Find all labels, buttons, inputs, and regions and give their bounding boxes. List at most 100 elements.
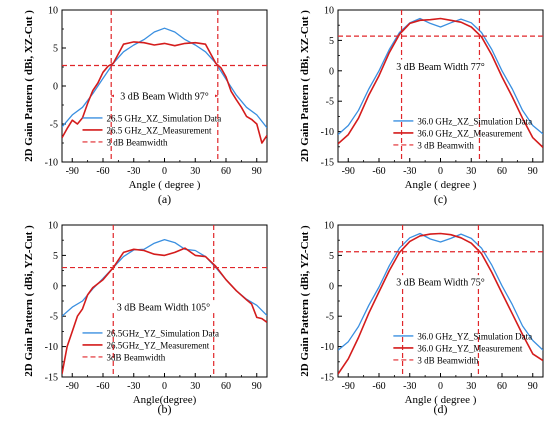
- chart-panel-4: -90 -60 -30 0 30 60 90 -15 -10 -5 0 5 10 Angle ( degr…: [299, 221, 544, 416]
- x-tick-label: 60: [221, 166, 231, 177]
- legend-label: 36.0 GHz_YZ_Simulation Data: [417, 331, 532, 341]
- y-tick-label: 0: [53, 82, 58, 93]
- y-tick-label: -5: [50, 120, 58, 131]
- y-axis-label: 2D Gain Pattern ( dBi, YZ-Cut ): [299, 225, 311, 377]
- simulation-line: [338, 17, 543, 136]
- y-tick-label: 10: [48, 6, 58, 17]
- x-tick-label: 60: [221, 381, 231, 392]
- plot-frame: [337, 9, 544, 163]
- y-tick-label: 5: [329, 251, 334, 262]
- x-tick-label: 90: [528, 166, 538, 177]
- y-tick-label: 10: [324, 6, 334, 17]
- x-tick-label: 30: [466, 381, 476, 392]
- plot-frame: [337, 224, 544, 378]
- measurement-line: [62, 247, 267, 375]
- series-group: [62, 10, 267, 162]
- x-tick-label: -90: [66, 381, 79, 392]
- x-tick-label: 90: [528, 381, 538, 392]
- panel-label: (b): [158, 402, 172, 416]
- x-tick-label: 90: [252, 381, 262, 392]
- beamwidth-annotation: 3 dB Beam Width 105°: [117, 303, 210, 314]
- x-tick-label: 0: [162, 381, 167, 392]
- y-tick-label: -5: [326, 97, 334, 108]
- y-tick-label: 5: [53, 251, 58, 262]
- y-tick-label: -15: [321, 158, 334, 169]
- x-tick-label: 30: [466, 166, 476, 177]
- series-group: [338, 225, 543, 377]
- y-tick-label: 0: [329, 66, 334, 77]
- y-tick-label: -10: [321, 342, 334, 353]
- y-tick-label: -15: [321, 373, 334, 384]
- x-tick-label: 30: [190, 166, 200, 177]
- y-tick-label: 5: [329, 36, 334, 47]
- y-tick-label: -5: [50, 312, 58, 323]
- simulation-line: [338, 232, 543, 351]
- x-tick-label: -60: [372, 381, 385, 392]
- x-tick-label: -90: [66, 166, 79, 177]
- beamwidth-annotation: 3 dB Beam Width 97°: [120, 91, 208, 102]
- legend-label: 26.5 GHz_XZ_Measurement: [107, 125, 212, 135]
- legend-label: 26.5GHz_YZ_Simulation Data: [107, 328, 219, 338]
- y-axis-label: 2D Gain Pattern ( dBi, XZ-Cut ): [23, 10, 35, 162]
- y-tick-label: 0: [329, 281, 334, 292]
- y-tick-label: 10: [48, 221, 58, 232]
- measurement-line: [62, 41, 267, 144]
- beamwidth-annotation: 3 dB Beam Width 77°: [396, 62, 484, 73]
- x-tick-label: -30: [127, 381, 140, 392]
- x-tick-label: 60: [497, 166, 507, 177]
- simulation-line: [62, 27, 267, 129]
- legend-label: 36.0 GHz_XZ_Measurement: [417, 128, 522, 138]
- panel-label: (d): [434, 402, 448, 416]
- x-tick-label: -30: [403, 381, 416, 392]
- y-tick-label: -10: [321, 127, 334, 138]
- x-tick-label: -60: [96, 166, 109, 177]
- x-tick-label: -60: [372, 166, 385, 177]
- x-tick-label: -30: [127, 166, 140, 177]
- beamwidth-annotation: 3 dB Beam Width 75°: [396, 278, 484, 289]
- y-tick-label: -15: [45, 373, 58, 384]
- x-tick-label: 30: [190, 381, 200, 392]
- x-axis-label: Angle(degree): [133, 394, 197, 406]
- legend-label: 3 dB Beamwith: [417, 140, 474, 150]
- legend-label: 3 dB Beamwidth: [417, 355, 478, 365]
- chart-panel-2: -90 -60 -30 0 30 60 90 -15 -10 -5 0 5 10 Angle ( degr…: [299, 6, 544, 206]
- x-axis-label: Angle ( degree ): [405, 394, 477, 406]
- measurement-line: [338, 17, 543, 148]
- x-axis-label: Angle ( degree ): [405, 179, 477, 191]
- x-tick-label: -60: [96, 381, 109, 392]
- x-tick-label: -30: [403, 166, 416, 177]
- measurement-line: [338, 232, 543, 375]
- chart-panel-1: -90 -60 -30 0 30 60 90 -10 -5 0 5 10 Angle ( degree …: [23, 6, 268, 206]
- y-axis-label: 2D Gain Pattern ( dBi, XZ-Cut ): [299, 10, 311, 162]
- x-tick-label: -90: [342, 166, 355, 177]
- legend-label: 3 dB Beamwidth: [107, 137, 168, 147]
- legend-label: 36.0 GHz_YZ_Measurement: [417, 343, 522, 353]
- y-tick-label: 10: [324, 221, 334, 232]
- y-tick-label: -5: [326, 312, 334, 323]
- y-axis-label: 2D Gain Pattern ( dBi, YZ-Cut ): [23, 225, 35, 377]
- legend-label: 36.0 GHz_XZ_Simulation Data: [417, 116, 532, 126]
- x-tick-label: 0: [438, 166, 443, 177]
- series-group: [338, 10, 543, 162]
- legend-label: 26.5 GHz_XZ_Simulation Data: [107, 113, 222, 123]
- legend-label: 26.5GHz_YZ_Measurement: [107, 340, 210, 350]
- x-axis-label: Angle ( degree ): [129, 179, 201, 191]
- legend-label: 3dB Beamwidth: [107, 352, 166, 362]
- x-tick-label: 0: [162, 166, 167, 177]
- x-tick-label: 60: [497, 381, 507, 392]
- chart-panel-3: -90 -60 -30 0 30 60 90 -15 -10 -5 0 5 10 Angle(degree…: [23, 221, 268, 416]
- x-tick-label: -90: [342, 381, 355, 392]
- annotation-bg: [390, 59, 491, 73]
- x-tick-label: 0: [438, 381, 443, 392]
- annotation-bg: [390, 275, 491, 289]
- y-tick-label: 0: [53, 281, 58, 292]
- panel-label: (c): [434, 192, 447, 206]
- y-tick-label: 5: [53, 44, 58, 55]
- annotation-bg: [114, 88, 215, 102]
- x-tick-label: 90: [252, 166, 262, 177]
- panel-label: (a): [158, 192, 171, 206]
- y-tick-label: -10: [45, 342, 58, 353]
- y-tick-label: -10: [45, 158, 58, 169]
- annotation-bg: [110, 300, 217, 314]
